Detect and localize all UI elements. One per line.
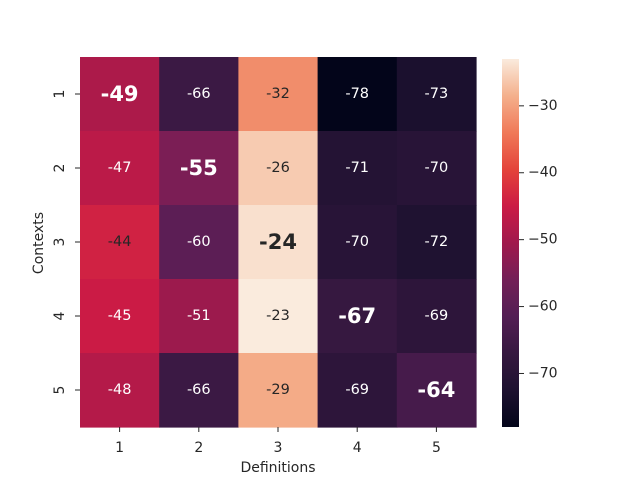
heatmap-cell bbox=[80, 279, 160, 354]
heatmap-cell bbox=[159, 131, 239, 206]
y-tick-label: 3 bbox=[52, 238, 68, 247]
cell-value-label: -70 bbox=[425, 160, 449, 176]
x-tick-label: 5 bbox=[432, 440, 441, 456]
x-axis: 1 2 3 4 5 bbox=[115, 427, 441, 456]
cell-value-label: -66 bbox=[187, 86, 211, 102]
y-axis-label: Contexts bbox=[31, 212, 47, 274]
cell-value-label: -71 bbox=[345, 160, 369, 176]
cell-value-label: -49 bbox=[101, 82, 139, 106]
heatmap-cell bbox=[396, 279, 477, 354]
cell-value-label: -72 bbox=[425, 234, 449, 250]
cell-value-label: -78 bbox=[345, 86, 369, 102]
colorbar-tick-label: −40 bbox=[528, 165, 558, 181]
y-tick-label: 2 bbox=[52, 164, 68, 173]
cell-value-label: -48 bbox=[108, 382, 132, 398]
heatmap-cell bbox=[238, 279, 319, 354]
cell-value-label: -73 bbox=[425, 86, 449, 102]
cell-value-label: -45 bbox=[108, 308, 132, 324]
colorbar-tick-label: −30 bbox=[528, 98, 558, 114]
cell-value-label: -69 bbox=[425, 308, 449, 324]
colorbar-tick-label: −60 bbox=[528, 299, 558, 315]
heatmap-cell bbox=[396, 205, 477, 280]
x-tick-label: 2 bbox=[194, 440, 203, 456]
heatmap-cell bbox=[80, 353, 160, 428]
colorbar-ticks: −30 −40 −50 −60 −70 bbox=[519, 98, 558, 381]
heatmap-cell bbox=[317, 353, 398, 428]
heatmap-cell bbox=[238, 131, 319, 206]
colorbar: −30 −40 −50 −60 −70 bbox=[502, 59, 558, 427]
colorbar-tick-label: −70 bbox=[528, 365, 558, 381]
heatmap-cell bbox=[238, 57, 319, 132]
cell-value-label: -66 bbox=[187, 382, 211, 398]
heatmap-cell bbox=[159, 57, 239, 132]
cell-value-label: -70 bbox=[345, 234, 369, 250]
heatmap-cell bbox=[396, 353, 477, 428]
y-tick-label: 5 bbox=[52, 386, 68, 395]
cell-value-label: -23 bbox=[266, 308, 290, 324]
heatmap-cell bbox=[317, 205, 398, 280]
x-tick-label: 1 bbox=[115, 440, 124, 456]
heatmap-cell bbox=[159, 353, 239, 428]
heatmap-cell bbox=[317, 57, 398, 132]
colorbar-tick-label: −50 bbox=[528, 232, 558, 248]
y-tick-label: 4 bbox=[52, 311, 68, 320]
heatmap-cell bbox=[159, 205, 239, 280]
heatmap-cells bbox=[80, 57, 477, 428]
cell-value-label: -29 bbox=[266, 382, 290, 398]
heatmap-cell bbox=[159, 279, 239, 354]
heatmap-cell-labels: -49 -66 -32 -78 -73 -47 -55 -26 -71 -70 -44 -60 -24 -… bbox=[101, 82, 456, 402]
cell-value-label: -69 bbox=[345, 382, 369, 398]
cell-value-label: -24 bbox=[259, 230, 297, 254]
heatmap-cell bbox=[396, 131, 477, 206]
heatmap-cell bbox=[317, 131, 398, 206]
y-tick-label: 1 bbox=[52, 90, 68, 99]
colorbar-gradient bbox=[502, 59, 519, 427]
heatmap-cell bbox=[80, 57, 160, 132]
heatmap-cell bbox=[80, 131, 160, 206]
cell-value-label: -32 bbox=[266, 86, 290, 102]
x-tick-label: 3 bbox=[274, 440, 283, 456]
cell-value-label: -26 bbox=[266, 160, 290, 176]
heatmap-cell bbox=[80, 205, 160, 280]
cell-value-label: -60 bbox=[187, 234, 211, 250]
heatmap-cell bbox=[238, 205, 319, 280]
cell-value-label: -51 bbox=[187, 308, 211, 324]
y-axis: 1 2 3 4 5 bbox=[52, 90, 80, 395]
heatmap-cell bbox=[238, 353, 319, 428]
cell-value-label: -47 bbox=[108, 160, 132, 176]
cell-value-label: -64 bbox=[417, 378, 455, 402]
heatmap-cell bbox=[317, 279, 398, 354]
x-tick-label: 4 bbox=[353, 440, 362, 456]
cell-value-label: -55 bbox=[180, 156, 218, 180]
heatmap-cell bbox=[396, 57, 477, 132]
cell-value-label: -44 bbox=[108, 234, 132, 250]
cell-value-label: -67 bbox=[338, 304, 376, 328]
x-axis-label: Definitions bbox=[240, 460, 315, 476]
